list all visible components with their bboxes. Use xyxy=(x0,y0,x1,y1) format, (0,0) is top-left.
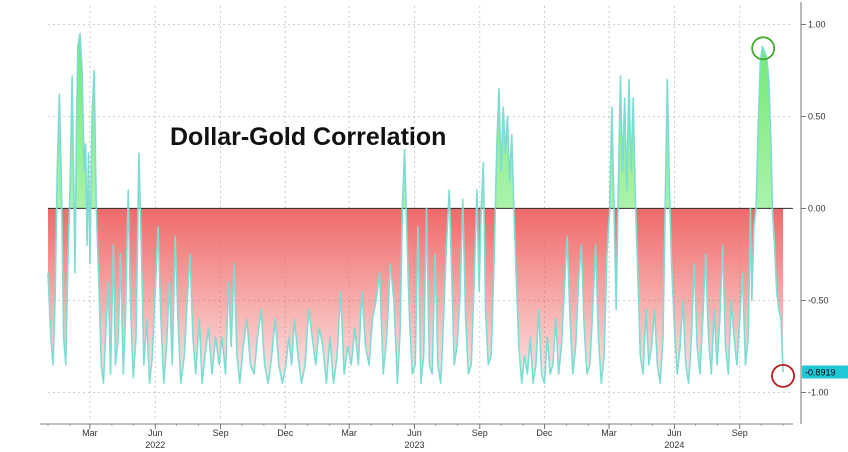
x-tick-label: Sep xyxy=(472,428,488,438)
x-tick-label: Mar xyxy=(341,428,357,438)
y-tick-label: 0.00 xyxy=(808,203,826,213)
y-tick-label: -0.50 xyxy=(808,295,829,305)
x-axis: Mar Jun Sep Dec Mar Jun Sep Dec Mar Jun Sep 2022 202… xyxy=(40,423,793,450)
y-tick-label: 0.50 xyxy=(808,111,826,121)
y-tick-label: 1.00 xyxy=(808,19,826,29)
correlation-series-line xyxy=(47,32,784,384)
last-value-box xyxy=(802,365,848,379)
year-label: 2023 xyxy=(404,440,424,450)
x-tick-label: Jun xyxy=(148,428,163,438)
year-label: 2024 xyxy=(664,440,684,450)
x-tick-label: Jun xyxy=(667,428,682,438)
last-value-tag: -0.8919 xyxy=(802,365,848,379)
x-tick-label: Jun xyxy=(407,428,422,438)
y-tick-label: -1.00 xyxy=(808,387,829,397)
x-tick-label: Sep xyxy=(213,428,229,438)
right-y-axis: 1.00 0.50 0.00 -0.50 -1.00 xyxy=(800,2,829,424)
year-label: 2022 xyxy=(145,440,165,450)
x-tick-label: Dec xyxy=(277,428,294,438)
x-tick-label: Mar xyxy=(601,428,617,438)
annotations xyxy=(751,36,795,388)
x-tick-label: Dec xyxy=(536,428,553,438)
highlight-circle xyxy=(751,36,776,61)
x-tick-label: Sep xyxy=(732,428,748,438)
highlight-circle xyxy=(771,363,795,388)
x-tick-label: Mar xyxy=(82,428,98,438)
chart-title: Dollar-Gold Correlation xyxy=(170,123,446,151)
last-value-label: -0.8919 xyxy=(805,368,836,378)
